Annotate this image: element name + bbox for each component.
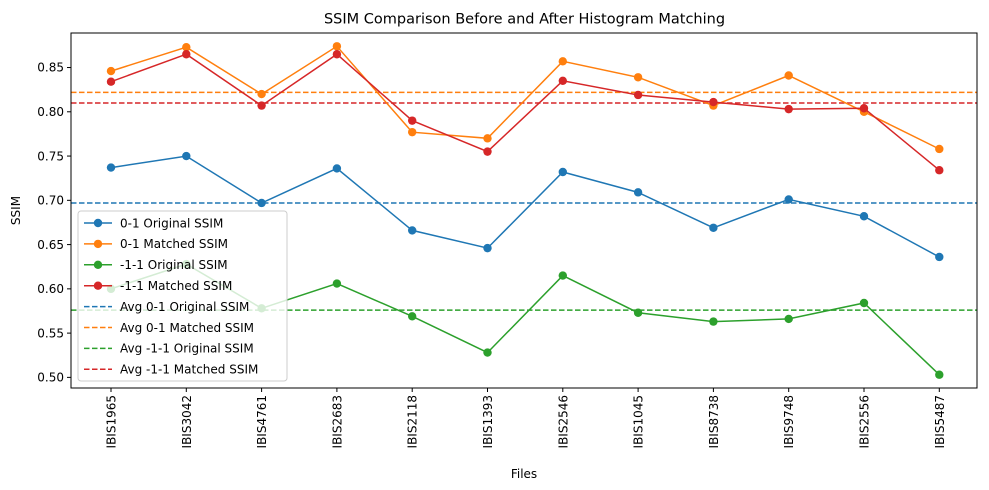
x-tick-label-0: IBIS1965 [105,395,119,448]
series-line-1 [110,45,940,150]
data-point-1-11 [935,144,944,154]
y-tick-label-5: 0.75 [37,149,64,163]
y-tick-label-2: 0.60 [37,282,64,296]
x-tick-label-6: IBIS2546 [556,395,570,448]
data-point-2-11 [935,370,944,379]
x-tick-label-7: IBIS1045 [632,395,646,448]
data-point-2-9 [784,314,793,324]
legend-label-2: -1-1 Original SSIM [120,258,228,272]
x-tick-label-11: IBIS5487 [933,395,947,448]
data-point-1-0 [106,66,116,76]
x-tick-label-10: IBIS2556 [858,395,872,448]
x-tick-label-8: IBIS8738 [707,395,721,448]
data-point-0-4 [408,226,417,235]
x-axis-ticks: IBIS1965 IBIS3042 IBIS4761 IBIS2683 IBIS2118… [105,388,947,448]
data-point-1-5 [483,134,492,143]
data-point-3-0 [106,77,116,86]
legend-label-3: -1-1 Matched SSIM [120,279,232,293]
y-tick-label-0: 0.50 [37,371,64,385]
data-point-0-11 [935,252,944,262]
data-point-0-2 [257,198,266,208]
legend-label-7: Avg -1-1 Matched SSIM [120,363,258,377]
data-point-2-5 [483,348,492,357]
y-tick-label-4: 0.70 [37,194,64,208]
x-tick-label-3: IBIS2683 [330,395,344,448]
data-point-1-1 [182,42,191,52]
data-point-2-7 [633,308,643,317]
data-point-1-2 [257,89,266,99]
data-point-1-4 [408,127,417,137]
legend-marker-0 [93,218,103,228]
data-point-0-7 [633,188,643,197]
x-tick-label-1: IBIS3042 [180,395,194,448]
legend-label-6: Avg -1-1 Original SSIM [120,342,254,356]
data-point-0-3 [332,164,342,173]
chart-title: SSIM Comparison Before and After Histogr… [324,12,725,28]
data-point-1-9 [784,71,793,80]
data-point-0-0 [106,163,116,172]
y-tick-label-3: 0.65 [37,238,64,252]
data-point-3-8 [709,97,718,107]
data-point-3-3 [332,50,342,59]
data-point-0-5 [483,243,492,253]
y-tick-label-6: 0.80 [37,105,64,119]
x-tick-label-9: IBIS9748 [782,395,796,448]
x-tick-label-5: IBIS1393 [481,395,495,448]
data-point-3-6 [558,76,567,86]
data-point-3-11 [935,166,944,175]
data-point-2-4 [408,312,417,321]
data-point-2-10 [859,298,869,308]
data-point-1-3 [332,42,342,51]
data-point-1-6 [558,57,567,66]
legend-label-0: 0-1 Original SSIM [120,216,223,230]
data-point-3-4 [408,116,417,125]
legend-label-5: Avg 0-1 Matched SSIM [120,321,254,335]
data-point-0-10 [859,212,869,221]
legend-box [77,210,288,382]
y-tick-label-7: 0.85 [37,61,64,75]
x-axis-label: Files [511,467,537,481]
series-line-0 [110,155,940,258]
y-axis-ticks: 0.50 0.55 0.60 0.65 0.70 0.75 0.80 0.85 [37,61,71,385]
x-tick-label-2: IBIS4761 [255,395,269,448]
y-tick-label-1: 0.55 [37,326,64,340]
legend-marker-2 [93,260,103,269]
data-point-2-6 [558,271,567,280]
data-point-3-5 [483,147,492,156]
data-point-2-3 [332,279,342,288]
legend-marker-1 [93,239,103,249]
data-point-3-2 [257,101,266,110]
data-point-0-1 [182,151,191,161]
data-point-3-7 [633,90,643,100]
legend-label-4: Avg 0-1 Original SSIM [120,300,249,314]
data-point-3-1 [182,50,191,59]
average-lines [71,91,977,311]
data-point-0-6 [558,167,567,177]
plot-area-frame [70,32,978,389]
data-point-2-8 [709,317,718,326]
series-line-3 [110,53,940,171]
data-point-0-8 [709,223,718,232]
data-point-1-7 [633,73,643,82]
legend-marker-3 [93,281,103,290]
y-axis-label: SSIM [9,196,23,225]
data-point-3-9 [784,104,793,114]
x-tick-label-4: IBIS2118 [406,395,420,448]
chart-legend: 0-1 Original SSIM 0-1 Matched SSIM -1-1 Or… [77,210,288,382]
legend-label-1: 0-1 Matched SSIM [120,237,228,251]
data-point-3-10 [859,104,869,113]
data-point-0-9 [784,195,793,204]
